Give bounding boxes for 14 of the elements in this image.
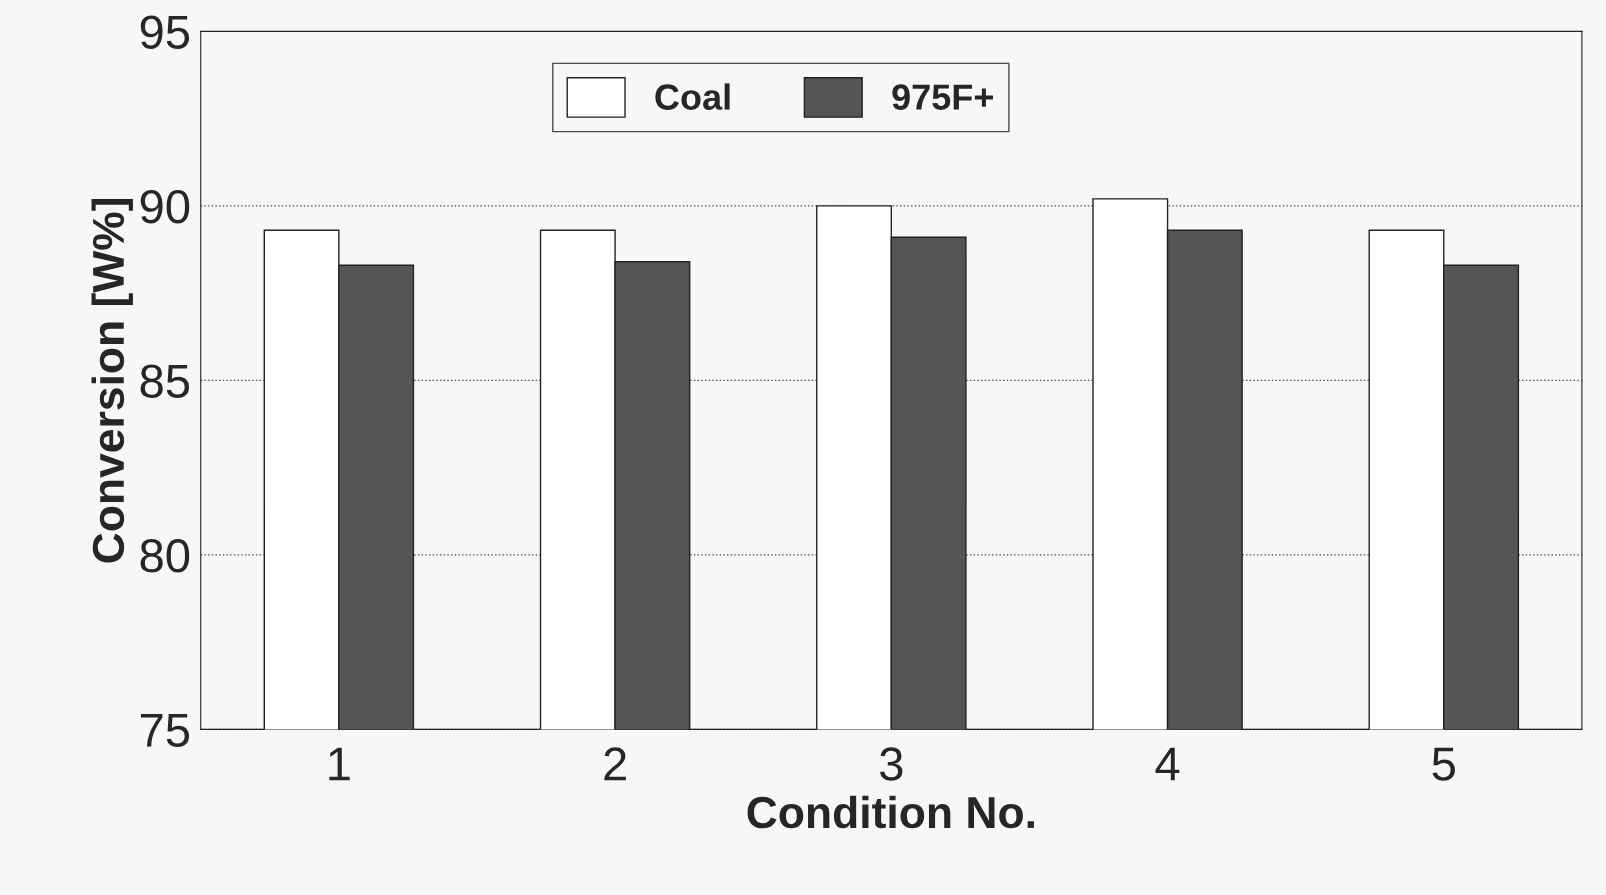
y-tick-label: 90 <box>140 189 190 224</box>
legend-label: Coal <box>655 83 730 110</box>
y-tick-label: 85 <box>140 364 190 398</box>
x-tick-label: 4 <box>1155 747 1180 781</box>
x-tick-label: 3 <box>880 747 903 781</box>
x-tick-label: 5 <box>1432 747 1455 781</box>
x-tick-label: 1 <box>329 747 350 781</box>
legend-label: 975F+ <box>892 84 993 110</box>
y-tick-label: 75 <box>140 714 190 747</box>
x-tick-label: 2 <box>604 747 626 781</box>
x-axis-title: Condition No. <box>747 795 1034 829</box>
y-tick-label: 95 <box>140 15 190 49</box>
y-tick-label: 80 <box>140 539 190 573</box>
y-axis-title: Conversion [W%] <box>91 198 133 563</box>
